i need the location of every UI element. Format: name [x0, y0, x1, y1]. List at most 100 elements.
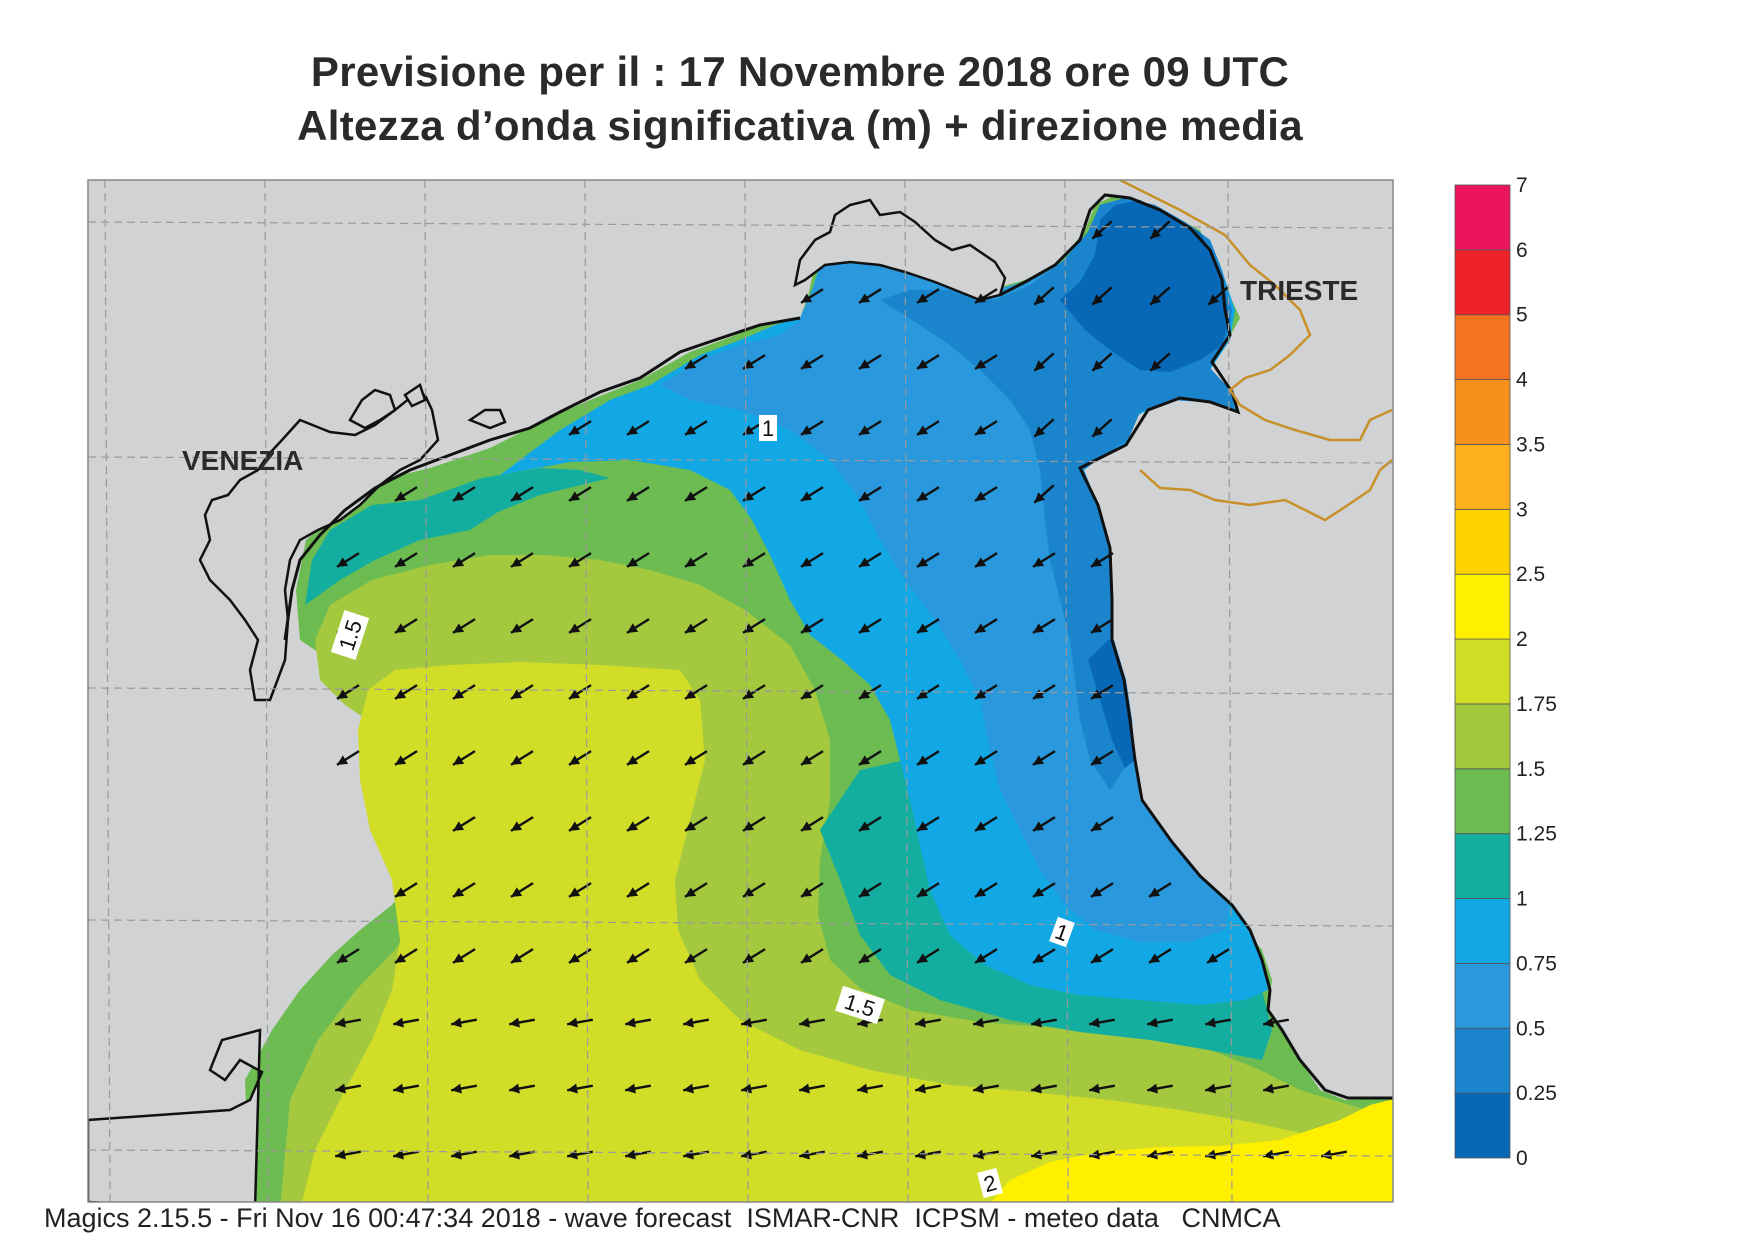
map-title-line2: Altezza d’onda significativa (m) + direz… — [297, 102, 1303, 149]
wave-direction-arrowhead — [916, 491, 929, 501]
wave-direction-arrowhead — [336, 755, 349, 765]
wave-direction-arrowhead — [1092, 360, 1104, 371]
wave-direction-arrowhead — [684, 821, 697, 831]
wave-direction-arrowhead — [510, 557, 523, 567]
wave-direction-arrowhead — [1150, 228, 1162, 239]
wave-direction-arrowhead — [858, 755, 871, 765]
southern-coast-land — [88, 1028, 264, 1202]
wave-direction-arrowhead — [741, 1017, 752, 1028]
wave-direction-arrowhead — [858, 623, 871, 633]
wave-direction-arrowhead — [742, 953, 755, 963]
wave-direction-arrowhead — [799, 1149, 810, 1160]
wave-direction-arrowhead — [510, 755, 523, 765]
colorbar-tick-label: 3.5 — [1516, 433, 1545, 456]
wave-direction-arrowhead — [800, 293, 813, 303]
colorbar-swatch — [1454, 898, 1511, 964]
wave-direction-arrowhead — [451, 1017, 462, 1028]
wave-direction-arrowhead — [742, 887, 755, 897]
wave-direction-arrowhead — [858, 689, 871, 699]
colorbar-tick-label: 6 — [1516, 239, 1528, 262]
colorbar-swatch — [1454, 833, 1511, 899]
wave-direction-arrowhead — [394, 887, 407, 897]
wave-direction-arrowhead — [1263, 1083, 1274, 1094]
wave-direction-arrowhead — [1147, 1083, 1158, 1094]
wave-direction-arrowhead — [974, 821, 987, 831]
wave-direction-arrowhead — [800, 359, 813, 369]
wave-direction-arrowhead — [567, 1017, 578, 1028]
wave-direction-arrowhead — [800, 557, 813, 567]
wave-direction-arrowhead — [626, 425, 639, 435]
wave-direction-arrowhead — [336, 953, 349, 963]
colorbar-tick-label: 0.25 — [1516, 1082, 1557, 1105]
wave-direction-arrowhead — [858, 821, 871, 831]
wave-direction-arrowhead — [568, 491, 581, 501]
wave-direction-arrowhead — [1032, 953, 1045, 963]
wave-direction-arrowhead — [1147, 1017, 1158, 1028]
wave-direction-arrowhead — [974, 887, 987, 897]
wave-direction-arrowhead — [568, 953, 581, 963]
map-frame — [87, 179, 1394, 1203]
wave-direction-arrowhead — [568, 887, 581, 897]
wave-direction-arrowhead — [858, 887, 871, 897]
wave-direction-arrowhead — [567, 1083, 578, 1094]
wave-direction-arrowhead — [916, 755, 929, 765]
wave-direction-arrowhead — [741, 1083, 752, 1094]
colorbar-swatch — [1454, 703, 1511, 770]
wave-direction-arrowhead — [800, 491, 813, 501]
wave-direction-arrowhead — [452, 557, 465, 567]
wave-direction-arrowhead — [394, 689, 407, 699]
wave-direction-arrowhead — [1150, 360, 1162, 371]
colorbar-swatch — [1454, 184, 1511, 251]
wave-direction-arrowhead — [800, 425, 813, 435]
wave-direction-arrowhead — [1090, 755, 1103, 765]
wave-direction-arrowhead — [335, 1083, 346, 1094]
wave-direction-arrowhead — [916, 821, 929, 831]
wave-direction-arrowhead — [973, 1017, 984, 1028]
wave-direction-arrowhead — [916, 623, 929, 633]
wave-direction-arrowhead — [799, 1083, 810, 1094]
wave-direction-arrowhead — [568, 755, 581, 765]
colorbar-swatch — [1454, 1092, 1511, 1159]
city-label-venezia: VENEZIA — [182, 445, 303, 476]
colorbar-tick-label: 3 — [1516, 498, 1528, 521]
wave-direction-arrowhead — [393, 1017, 404, 1028]
wave-direction-arrowhead — [974, 755, 987, 765]
wave-direction-arrowhead — [1089, 1083, 1100, 1094]
sea-band-0-0-25 — [1060, 200, 1230, 768]
wave-direction-arrowhead — [974, 953, 987, 963]
colorbar-tick-label: 5 — [1516, 304, 1528, 327]
wave-direction-arrowhead — [336, 557, 349, 567]
wave-direction-arrowhead — [858, 359, 871, 369]
wave-direction-arrowhead — [626, 689, 639, 699]
wave-direction-arrowhead — [1090, 953, 1103, 963]
coastline — [283, 193, 1393, 1100]
wave-direction-arrowhead — [800, 623, 813, 633]
wave-direction-arrowhead — [394, 557, 407, 567]
wave-direction-arrowhead — [1031, 1017, 1042, 1028]
wave-direction-arrowhead — [1089, 1017, 1100, 1028]
wave-direction-arrowhead — [683, 1083, 694, 1094]
colorbar-tick-label: 2.5 — [1516, 563, 1545, 586]
wave-direction-arrowhead — [684, 887, 697, 897]
wave-direction-arrowhead — [1206, 953, 1219, 963]
sea-band-1-75-2 — [302, 662, 1393, 1202]
wave-height-colorbar: 0 0.25 0.5 0.75 1 1.25 1.5 1.75 2 2.5 3 3.5 4 5 6 7 — [1454, 174, 1557, 1170]
wave-direction-arrowhead — [857, 1149, 868, 1160]
wave-direction-arrowhead — [1090, 821, 1103, 831]
wave-direction-arrowhead — [683, 1149, 694, 1160]
wave-direction-arrowhead — [394, 491, 407, 501]
wave-direction-arrowhead — [915, 1017, 926, 1028]
colorbar-swatch — [1454, 638, 1511, 705]
wave-direction-arrowhead — [452, 953, 465, 963]
wave-direction-arrowhead — [858, 953, 871, 963]
wave-direction-arrowhead — [452, 755, 465, 765]
wave-direction-arrowhead — [1031, 1149, 1042, 1160]
colorbar-tick-label: 2 — [1516, 628, 1528, 651]
wave-direction-arrowhead — [858, 557, 871, 567]
wave-direction-arrowhead — [1263, 1017, 1274, 1028]
wave-direction-arrowhead — [800, 887, 813, 897]
wave-direction-arrowhead — [568, 557, 581, 567]
wave-direction-arrowhead — [1090, 623, 1103, 633]
wave-direction-arrowhead — [393, 1083, 404, 1094]
colorbar-tick-label: 1.5 — [1516, 758, 1545, 781]
